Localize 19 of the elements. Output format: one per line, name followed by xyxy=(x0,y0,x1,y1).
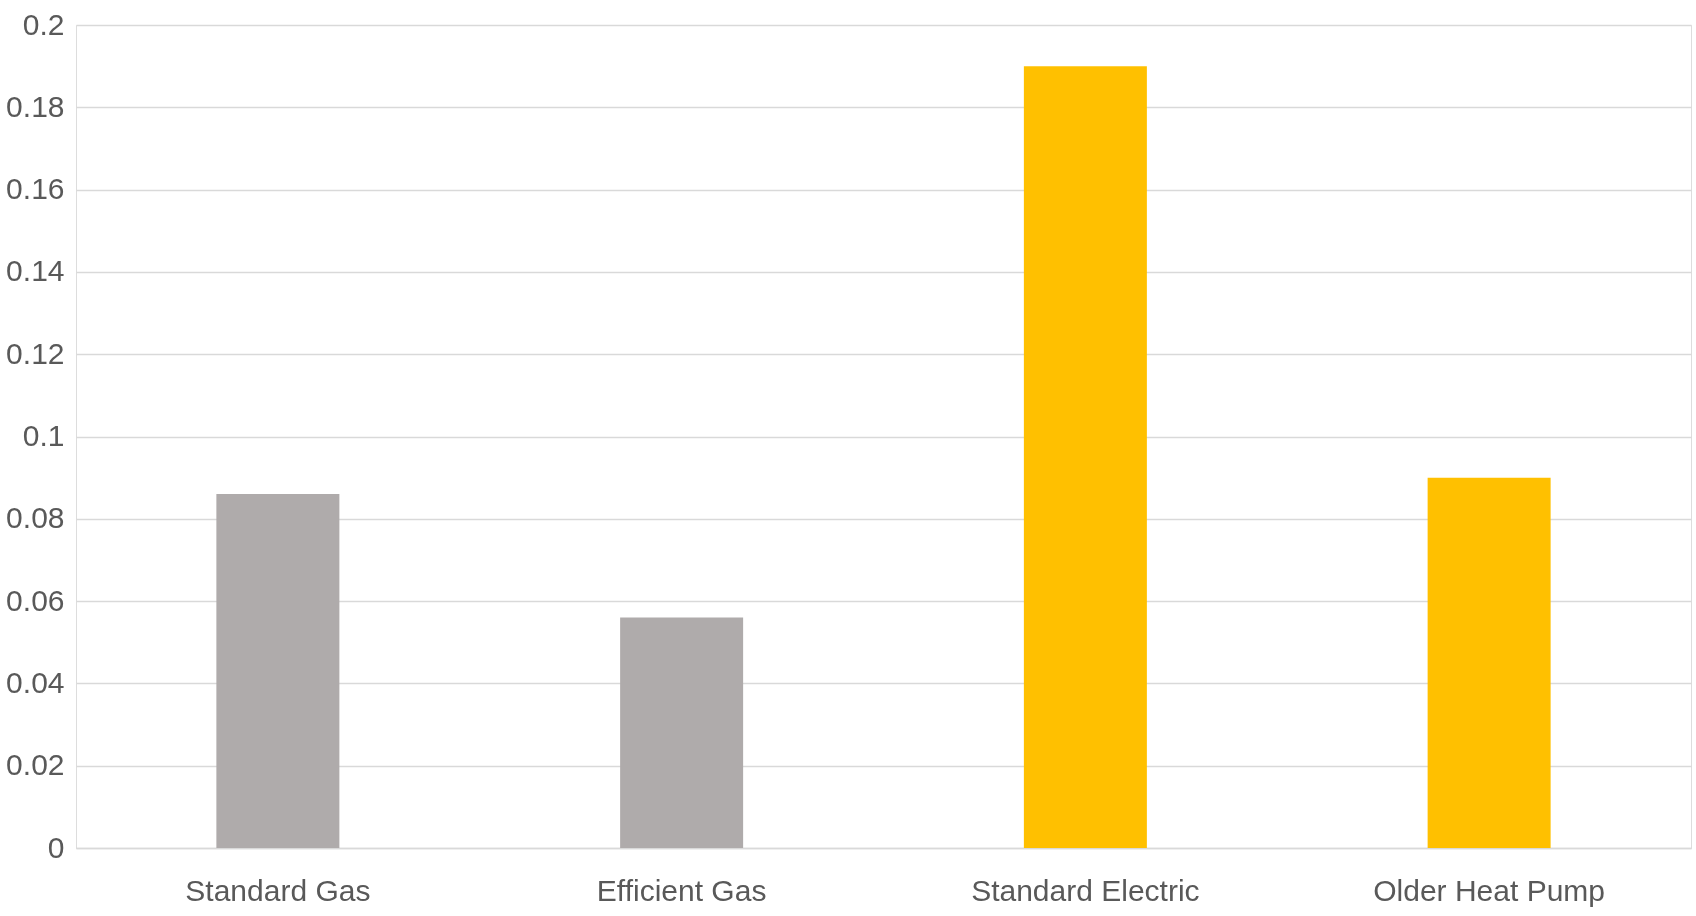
bar xyxy=(1427,477,1551,848)
x-tick-label: Standard Electric xyxy=(971,873,1200,907)
y-tick-label: 0 xyxy=(47,830,65,864)
y-tick-label: 0.12 xyxy=(6,336,65,370)
y-tick-label: 0.08 xyxy=(6,501,65,535)
y-tick-label: 0.04 xyxy=(6,665,65,699)
x-tick-label: Standard Gas xyxy=(185,873,371,907)
x-tick-label: Older Heat Pump xyxy=(1373,873,1606,907)
y-tick-label: 0.06 xyxy=(6,583,65,617)
y-tick-label: 0.2 xyxy=(22,7,65,41)
bar xyxy=(620,617,744,848)
y-tick-label: 0.16 xyxy=(6,172,65,206)
y-tick-label: 0.1 xyxy=(22,419,65,452)
bar xyxy=(216,494,340,848)
x-tick-label: Efficient Gas xyxy=(596,873,767,907)
bar xyxy=(1023,66,1147,848)
y-tick-label: 0.18 xyxy=(6,89,65,123)
y-tick-label: 0.14 xyxy=(6,254,65,288)
y-tick-label: 0.02 xyxy=(6,748,65,782)
